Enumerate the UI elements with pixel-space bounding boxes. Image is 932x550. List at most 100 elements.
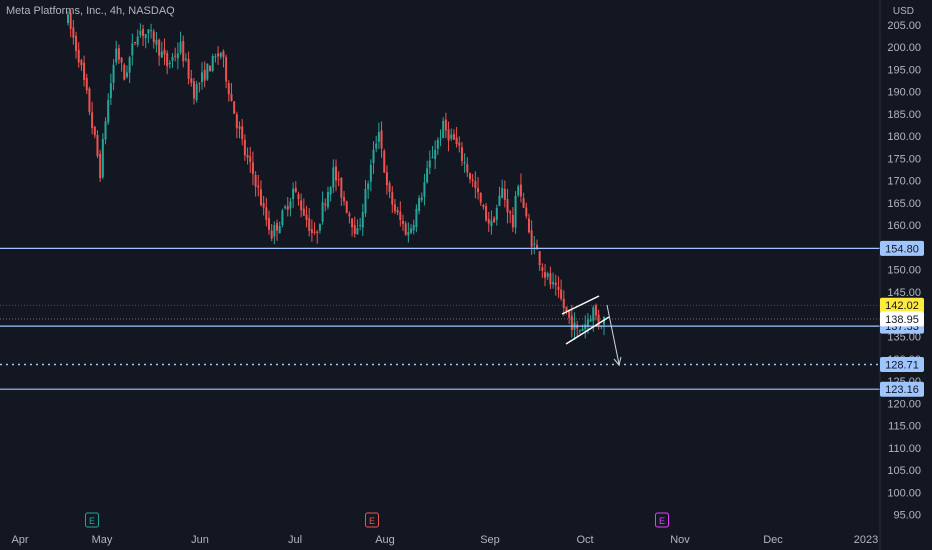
candle-body xyxy=(538,251,541,266)
candle-body xyxy=(546,273,549,277)
y-tick-label: 115.00 xyxy=(888,421,921,433)
candle-body xyxy=(123,64,126,80)
x-tick-label: May xyxy=(92,534,113,546)
candle-body xyxy=(142,28,145,37)
candle-body xyxy=(77,49,80,63)
candle-body xyxy=(222,51,225,58)
current-price-badge: 142.02 xyxy=(885,300,919,312)
y-tick-label: 180.00 xyxy=(887,131,921,143)
candle-body xyxy=(144,33,147,39)
candle-body xyxy=(238,126,241,129)
x-tick-label: Sep xyxy=(480,534,500,546)
candle-body xyxy=(442,120,445,139)
candle-body xyxy=(586,319,589,327)
candle-body xyxy=(463,161,466,164)
earnings-marker-label: E xyxy=(369,516,375,526)
candle-body xyxy=(101,139,104,178)
candle-body xyxy=(219,52,222,57)
projection-arrowhead xyxy=(613,356,622,367)
candle-body xyxy=(506,199,509,213)
candle-body xyxy=(284,206,287,209)
candle-body xyxy=(343,197,346,202)
earnings-marker xyxy=(85,512,99,528)
level-badge: 128.71 xyxy=(885,359,919,371)
candle-body xyxy=(348,213,351,217)
candle-body xyxy=(201,72,203,83)
level-badge-bg xyxy=(880,240,924,256)
candle-body xyxy=(155,39,158,45)
candle-body xyxy=(321,202,324,222)
candle-body xyxy=(69,13,72,29)
candle-body xyxy=(246,154,249,158)
candle-body xyxy=(310,229,313,233)
candle-body xyxy=(509,211,512,214)
candle-body xyxy=(278,226,281,234)
candle-body xyxy=(179,41,182,53)
candle-body xyxy=(176,53,179,59)
candle-body xyxy=(458,142,461,146)
current-price-badge-bg xyxy=(880,297,924,313)
candle-body xyxy=(404,223,407,235)
y-tick-label: 95.00 xyxy=(893,510,921,522)
candle-body xyxy=(444,119,447,131)
x-tick-label: Apr xyxy=(11,534,28,546)
channel-lower-line xyxy=(565,316,610,345)
candle-body xyxy=(112,64,115,83)
candle-body xyxy=(434,150,437,160)
candle-body xyxy=(367,183,370,190)
candle-body xyxy=(356,228,359,235)
candle-body xyxy=(353,225,356,234)
x-tick-label: Nov xyxy=(670,534,690,546)
candle-body xyxy=(391,192,394,205)
candle-body xyxy=(235,114,238,128)
candle-body xyxy=(198,83,201,85)
candle-body xyxy=(182,41,185,62)
candle-body xyxy=(294,187,297,192)
candle-body xyxy=(85,77,88,91)
candle-body xyxy=(517,186,520,196)
candle-body xyxy=(171,57,174,61)
candle-body xyxy=(128,57,131,73)
candle-body xyxy=(259,189,262,206)
last-price-badge-bg xyxy=(880,311,924,327)
candle-body xyxy=(80,60,83,66)
candle-body xyxy=(578,330,581,332)
candle-body xyxy=(147,29,150,34)
earnings-marker xyxy=(365,512,379,528)
candle-body xyxy=(415,208,418,228)
candle-body xyxy=(72,27,75,38)
candle-body xyxy=(412,224,415,231)
candle-body xyxy=(227,83,230,95)
candle-body xyxy=(351,218,354,228)
candle-body xyxy=(503,189,506,200)
earnings-marker xyxy=(655,512,669,528)
candle-body xyxy=(254,174,257,187)
candle-body xyxy=(262,202,265,208)
candle-body xyxy=(335,166,337,181)
candle-body xyxy=(594,305,597,316)
candle-body xyxy=(241,126,244,140)
x-tick-label: Jun xyxy=(191,534,209,546)
candle-body xyxy=(584,324,587,330)
candle-body xyxy=(249,156,252,162)
candle-body xyxy=(469,173,471,180)
candle-body xyxy=(466,164,469,173)
candle-body xyxy=(206,63,209,80)
candle-body xyxy=(495,207,498,220)
candle-body xyxy=(380,130,383,149)
candle-body xyxy=(525,207,528,217)
y-tick-label: 185.00 xyxy=(887,109,921,121)
candle-body xyxy=(209,65,212,72)
candle-body xyxy=(460,147,463,162)
earnings-marker-label: E xyxy=(89,516,95,526)
x-tick-label: Aug xyxy=(375,534,395,546)
candle-body xyxy=(372,149,375,164)
y-tick-label: 135.00 xyxy=(887,331,921,343)
y-tick-label: 165.00 xyxy=(887,198,921,210)
y-tick-label: 190.00 xyxy=(887,87,921,99)
candle-body xyxy=(482,205,485,208)
candle-body xyxy=(388,183,391,192)
candle-body xyxy=(329,187,332,195)
candle-body xyxy=(589,319,592,322)
